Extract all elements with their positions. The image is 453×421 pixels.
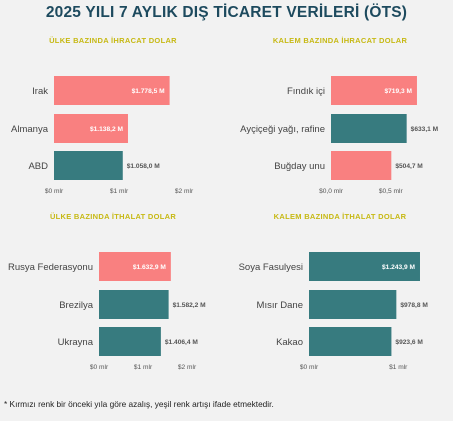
- data-label: $1.406,4 M: [165, 339, 198, 346]
- bar-chart-item-export: Fındık içi $719,3 M Ayçiçeği yağı, rafine $…: [240, 76, 439, 195]
- category-label: Irak: [32, 86, 48, 97]
- category-label: Kakao: [276, 337, 303, 348]
- chart-panel-item-export: KALEM BAZINDA İHRACAT DOLAR Fındık içi $7…: [227, 36, 453, 218]
- bar: [99, 290, 169, 319]
- bar: [309, 327, 392, 356]
- bar: [54, 76, 170, 105]
- category-label: Ukrayna: [58, 337, 94, 348]
- category-label: ABD: [28, 161, 48, 172]
- x-tick-label: $1 mlr: [389, 364, 408, 371]
- bar: [309, 290, 397, 319]
- bar: [99, 327, 161, 356]
- x-tick-label: $1 mlr: [110, 188, 129, 195]
- chart-title: ÜLKE BAZINDA İTHALAT DOLAR: [49, 212, 177, 221]
- chart-panel-country-import: ÜLKE BAZINDA İTHALAT DOLAR Rusya Federas…: [0, 212, 226, 394]
- chart-title: ÜLKE BAZINDA İHRACAT DOLAR: [49, 36, 177, 45]
- chart-title: KALEM BAZINDA İHRACAT DOLAR: [272, 36, 408, 45]
- data-label: $1.243,9 M: [382, 264, 415, 271]
- bar: [331, 114, 407, 143]
- bar-chart-item-import: Soya Fasulyesi $1.243,9 M Mısır Dane $978,8…: [239, 252, 428, 371]
- x-tick-label: $0 mlr: [300, 364, 319, 371]
- data-label: $504,7 M: [395, 163, 423, 170]
- data-label: $1.058,0 M: [127, 163, 160, 170]
- x-tick-label: $0 mlr: [45, 188, 64, 195]
- category-label: Brezilya: [59, 300, 94, 311]
- bar: [309, 252, 420, 281]
- category-label: Almanya: [11, 124, 49, 135]
- bar: [54, 114, 128, 143]
- bar-chart-country-export: Irak $1.778,5 M Almanya $1.138,2 M ABD $1.058…: [11, 76, 194, 195]
- x-tick-label: $0,5 mlr: [379, 188, 404, 195]
- data-label: $1.632,9 M: [133, 264, 166, 271]
- x-tick-label: $2 mlr: [175, 188, 194, 195]
- x-tick-label: $2 mlr: [178, 364, 197, 371]
- x-tick-label: $0,0 mlr: [319, 188, 344, 195]
- data-label: $633,1 M: [411, 126, 439, 133]
- data-label: $1.138,2 M: [90, 126, 123, 133]
- data-label: $1.778,5 M: [132, 88, 165, 95]
- bar: [99, 252, 171, 281]
- data-label: $923,6 M: [395, 339, 423, 346]
- category-label: Soya Fasulyesi: [239, 262, 303, 273]
- x-tick-label: $0 mlr: [90, 364, 109, 371]
- category-label: Ayçiçeği yağı, rafine: [240, 124, 325, 135]
- bar-chart-country-import: Rusya Federasyonu $1.632,9 M Brezilya $1.58…: [8, 252, 206, 371]
- chart-panel-country-export: ÜLKE BAZINDA İHRACAT DOLAR Irak $1.778,5 …: [0, 36, 226, 218]
- bar: [331, 151, 392, 180]
- footnote: * Kırmızı renk bir önceki yıla göre azal…: [4, 399, 274, 409]
- category-label: Fındık içi: [287, 86, 325, 97]
- category-label: Buğday unu: [274, 161, 325, 172]
- data-label: $978,8 M: [400, 302, 428, 309]
- category-label: Mısır Dane: [257, 300, 303, 311]
- bar: [54, 151, 123, 180]
- data-label: $719,3 M: [384, 88, 412, 95]
- page-title: 2025 YILI 7 AYLIK DIŞ TİCARET VERİLERİ (…: [45, 4, 408, 21]
- x-tick-label: $1 mlr: [134, 364, 153, 371]
- category-label: Rusya Federasyonu: [8, 262, 93, 273]
- data-label: $1.582,2 M: [173, 302, 206, 309]
- bar: [331, 76, 417, 105]
- chart-title: KALEM BAZINDA İTHALAT DOLAR: [273, 212, 407, 221]
- chart-panel-item-import: KALEM BAZINDA İTHALAT DOLAR Soya Fasulye…: [227, 212, 453, 394]
